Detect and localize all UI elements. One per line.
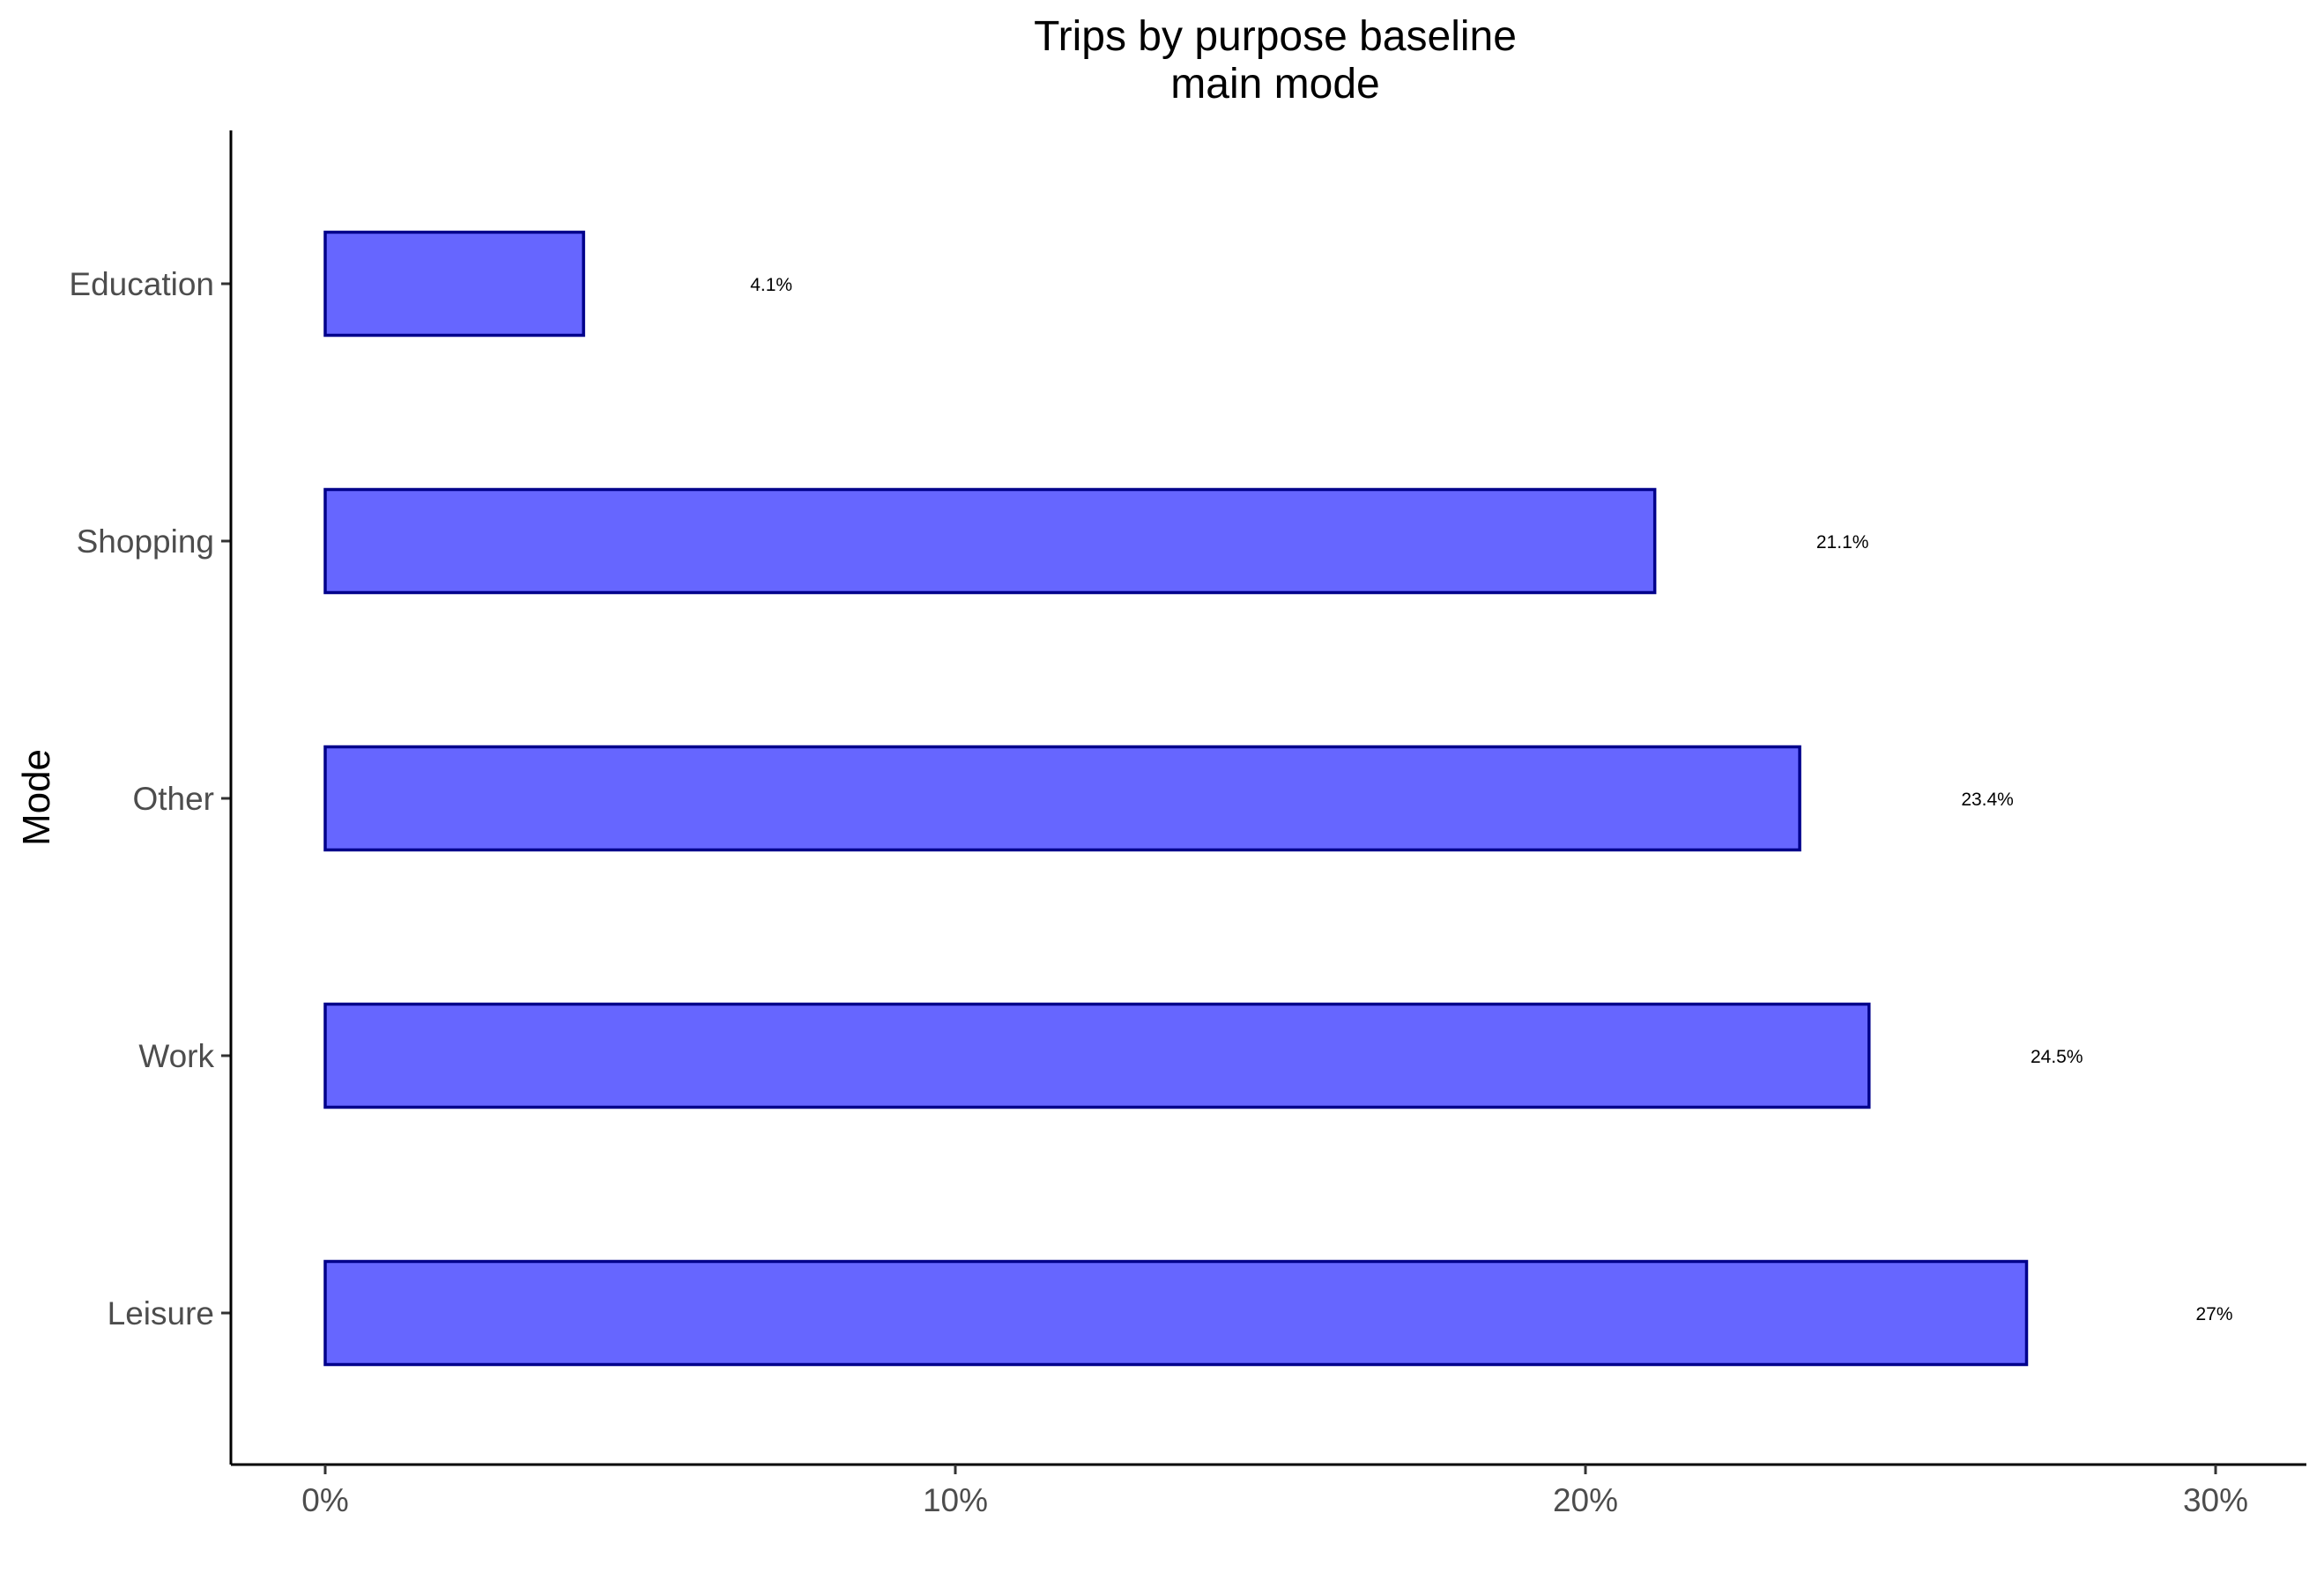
y-axis-title: Mode (15, 749, 58, 846)
y-axis: Leisure Work Other Shopping Education (69, 130, 233, 1465)
bar-other (323, 745, 1801, 852)
chart-title-line-2: main mode (1170, 61, 1379, 108)
bar-shopping (323, 487, 1657, 595)
y-tick-label-work: Work (138, 1038, 214, 1074)
bar-work (323, 1002, 1871, 1109)
x-axis: 0% 10% 20% 30% (231, 1463, 2306, 1518)
x-tick-label-20: 20% (1553, 1482, 1618, 1518)
y-tick-label-shopping: Shopping (77, 523, 214, 560)
bar-education (323, 230, 585, 338)
y-tick-label-other: Other (132, 781, 214, 817)
data-label-other: 23.4% (1961, 790, 2014, 810)
data-label-leisure: 27% (2195, 1304, 2232, 1324)
x-tick-label-0: 0% (301, 1482, 348, 1518)
data-labels-group: 27% 24.5% 23.4% 21.1% 4.1% (750, 275, 2232, 1324)
data-label-education: 4.1% (750, 275, 792, 295)
x-tick-label-30: 30% (2183, 1482, 2248, 1518)
y-tick-label-leisure: Leisure (108, 1295, 214, 1332)
bar-leisure (323, 1259, 2029, 1367)
data-label-shopping: 21.1% (1816, 532, 1869, 553)
bars-group (323, 230, 2029, 1367)
data-label-work: 24.5% (2031, 1047, 2083, 1067)
x-tick-label-10: 10% (923, 1482, 988, 1518)
y-tick-label-education: Education (69, 266, 214, 302)
chart-title: Trips by purpose baseline main mode (1034, 13, 1517, 108)
chart-title-line-1: Trips by purpose baseline (1034, 13, 1517, 60)
